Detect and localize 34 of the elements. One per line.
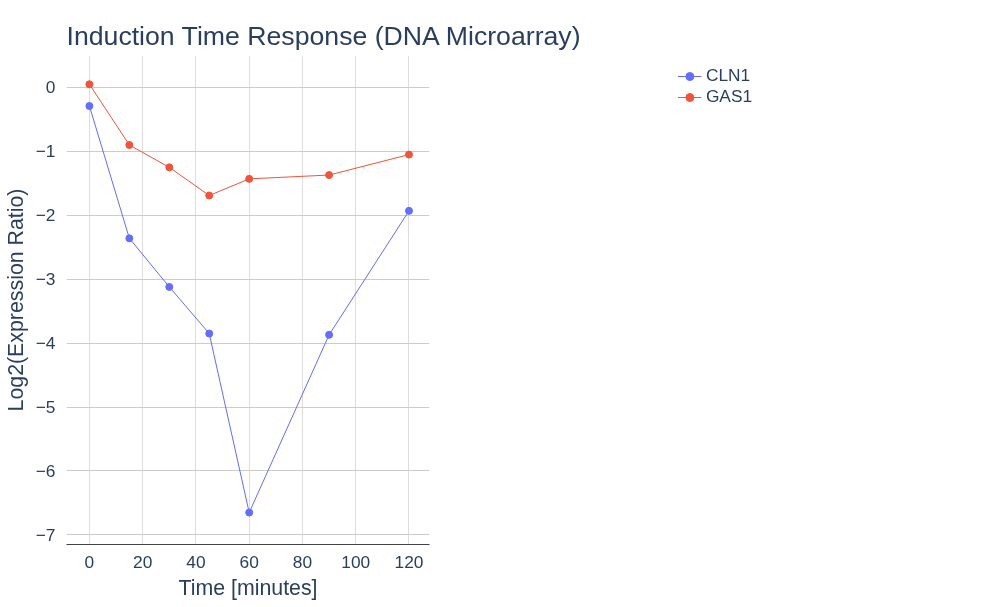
y-tick-label: −3 [35, 269, 56, 290]
x-tick-label: 0 [84, 551, 95, 572]
x-axis-title: Time [minutes] [178, 575, 318, 600]
point [125, 234, 134, 243]
point [205, 191, 214, 200]
point [404, 206, 413, 215]
y-tick-label: −1 [35, 141, 56, 162]
legend-label: CLN1 [705, 65, 751, 86]
point [125, 141, 134, 149]
y-tick-label: −7 [35, 524, 56, 545]
point [165, 163, 174, 172]
y-tick-label: −5 [35, 397, 56, 418]
point [205, 329, 214, 338]
y-tick-label: −4 [35, 333, 56, 354]
point [85, 102, 94, 110]
point [165, 282, 174, 291]
y-tick-label: −2 [35, 205, 56, 226]
point [325, 330, 334, 339]
x-tick-label: 20 [133, 551, 153, 572]
x-tick-label: 100 [341, 551, 371, 572]
y-tick-label: 0 [45, 77, 56, 98]
y-axis-title: Log2(Expression Ratio) [3, 188, 28, 412]
x-tick-label: 120 [394, 551, 424, 572]
point [325, 171, 334, 180]
x-tick-label: 80 [292, 551, 313, 572]
chart-title: Induction Time Response (DNA Microarray) [66, 20, 581, 51]
x-tick-label: 60 [239, 551, 259, 572]
point [245, 508, 254, 517]
point [404, 150, 413, 159]
legend-label: GAS1 [705, 86, 753, 107]
point [85, 80, 94, 89]
x-tick-label: 40 [186, 551, 206, 572]
point [245, 174, 254, 183]
y-tick-label: −6 [35, 460, 56, 481]
